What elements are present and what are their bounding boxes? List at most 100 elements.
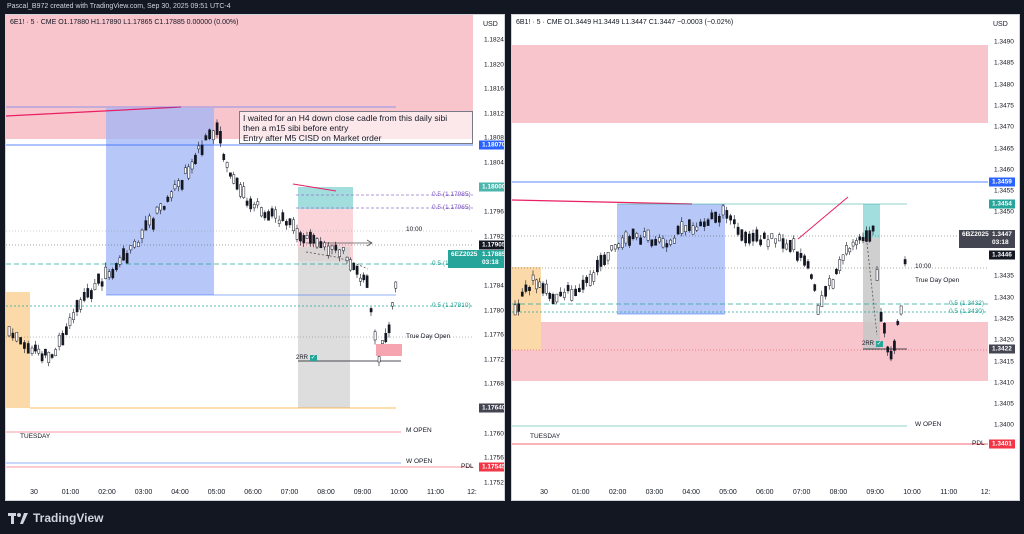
candle-body bbox=[208, 129, 211, 140]
candle-body bbox=[581, 279, 585, 290]
time-tick: 09:00 bbox=[866, 489, 884, 496]
candle-body bbox=[861, 237, 865, 242]
candle-body bbox=[740, 229, 744, 241]
candle-body bbox=[288, 218, 292, 226]
price-tag-gbp-2: 1.3454 bbox=[989, 199, 1015, 209]
candle-body bbox=[115, 263, 118, 271]
candle-body bbox=[781, 238, 785, 249]
price-tick: 1.3455 bbox=[994, 187, 1014, 195]
candle-body bbox=[774, 238, 777, 244]
candle-body bbox=[219, 131, 222, 144]
symbol-name: 6EZ2025 bbox=[451, 251, 478, 258]
candle-body bbox=[330, 245, 334, 250]
candle-body bbox=[639, 237, 642, 245]
candle-body bbox=[788, 239, 792, 252]
price-tick: 1.3450 bbox=[994, 208, 1014, 216]
time-tick: 07:00 bbox=[792, 489, 811, 496]
symbol-tag-gbp: 6BZ2025 bbox=[959, 230, 992, 248]
candle-body bbox=[893, 340, 896, 351]
candle-body bbox=[695, 226, 699, 231]
chart-panel-eur[interactable]: 6E1! · 5 · CME O1.17880 H1.17890 L1.1786… bbox=[5, 14, 505, 501]
candle-body bbox=[187, 166, 191, 179]
trade-annotation[interactable]: I waited for an H4 down close cadle from… bbox=[239, 111, 473, 144]
candle-body bbox=[879, 311, 883, 322]
candle-body bbox=[650, 239, 654, 247]
candle-body bbox=[256, 201, 260, 206]
symbol-price-tag-gbp: 1.3447 03:18 bbox=[989, 230, 1015, 248]
candle-body bbox=[563, 292, 566, 298]
chart-panel-gbp[interactable]: 6B1! · 5 · CME O1.3449 H1.3449 L1.3447 C… bbox=[511, 14, 1020, 501]
candle-body bbox=[184, 167, 187, 174]
candle-body bbox=[299, 232, 302, 242]
candle-body bbox=[865, 230, 868, 242]
candle-body bbox=[144, 220, 148, 231]
candle-body bbox=[871, 225, 875, 232]
candle-body bbox=[566, 284, 570, 292]
candle-body bbox=[896, 320, 900, 325]
time-tick: 12: bbox=[980, 489, 991, 496]
candle-body bbox=[845, 245, 848, 255]
candle-body bbox=[170, 191, 173, 199]
price-tick: 1.17960 bbox=[484, 208, 504, 216]
price-tick: 1.17800 bbox=[484, 307, 504, 315]
candle-body bbox=[72, 312, 75, 321]
candle-body bbox=[763, 232, 766, 239]
candle-body bbox=[721, 205, 725, 216]
candle-body bbox=[140, 229, 144, 239]
fib-label-1: 0.5 (1.17985) bbox=[432, 191, 471, 198]
candle-body bbox=[588, 274, 592, 286]
candle-body bbox=[803, 255, 806, 266]
price-tick: 1.17680 bbox=[484, 380, 504, 388]
candle-body bbox=[97, 273, 100, 284]
candle-body bbox=[875, 269, 879, 281]
candle-body bbox=[327, 245, 330, 256]
check-icon: ✓ bbox=[309, 355, 317, 361]
candle-body bbox=[617, 243, 621, 248]
candle-body bbox=[295, 228, 299, 240]
candle-body bbox=[270, 208, 274, 217]
currency-label: USD bbox=[483, 21, 498, 28]
candle-body bbox=[239, 184, 242, 197]
candle-body bbox=[621, 237, 624, 248]
price-tick: 1.18120 bbox=[484, 110, 504, 118]
candle-body bbox=[44, 348, 47, 356]
time-tick: 03:00 bbox=[134, 489, 153, 496]
candle-body bbox=[831, 279, 835, 289]
candle-body bbox=[15, 332, 19, 342]
candle-body bbox=[886, 346, 890, 353]
candle-body bbox=[628, 236, 631, 246]
price-tag-gbp-4: 1.3422 bbox=[989, 344, 1015, 354]
candle-body bbox=[50, 354, 54, 358]
price-tick: 1.18240 bbox=[484, 36, 504, 44]
candle-body bbox=[79, 299, 83, 310]
candle-body bbox=[785, 243, 789, 250]
candle-body bbox=[848, 248, 852, 253]
candle-body bbox=[778, 234, 781, 242]
candle-body bbox=[100, 281, 104, 287]
candle-body bbox=[725, 210, 729, 219]
pdl-label: PDL bbox=[461, 463, 474, 470]
candle-body bbox=[305, 235, 309, 239]
candle-body bbox=[535, 279, 538, 290]
candle-body bbox=[824, 286, 827, 297]
chart-canvas-gbp[interactable] bbox=[512, 15, 1020, 501]
symbol-tag: 6EZ2025 bbox=[448, 250, 481, 268]
candle-body bbox=[267, 211, 270, 221]
candle-body bbox=[592, 272, 596, 282]
candle-body bbox=[155, 206, 159, 214]
chart-canvas-eur[interactable] bbox=[6, 15, 505, 501]
candle-body bbox=[828, 278, 831, 286]
candle-body bbox=[394, 281, 398, 289]
candle-body bbox=[548, 293, 552, 299]
candle-body bbox=[570, 289, 574, 301]
candle-body bbox=[555, 293, 559, 303]
time-tick: 05:00 bbox=[719, 489, 737, 496]
candle-body bbox=[90, 290, 93, 299]
candle-body bbox=[851, 241, 855, 247]
price-tag-gbp-3: 1.3446 bbox=[989, 250, 1015, 260]
candle-body bbox=[302, 235, 306, 244]
m-open-label: M OPEN bbox=[406, 427, 432, 434]
candle-body bbox=[215, 122, 219, 135]
price-tick: 1.18160 bbox=[484, 85, 504, 93]
price-tick: 1.3460 bbox=[994, 166, 1014, 174]
